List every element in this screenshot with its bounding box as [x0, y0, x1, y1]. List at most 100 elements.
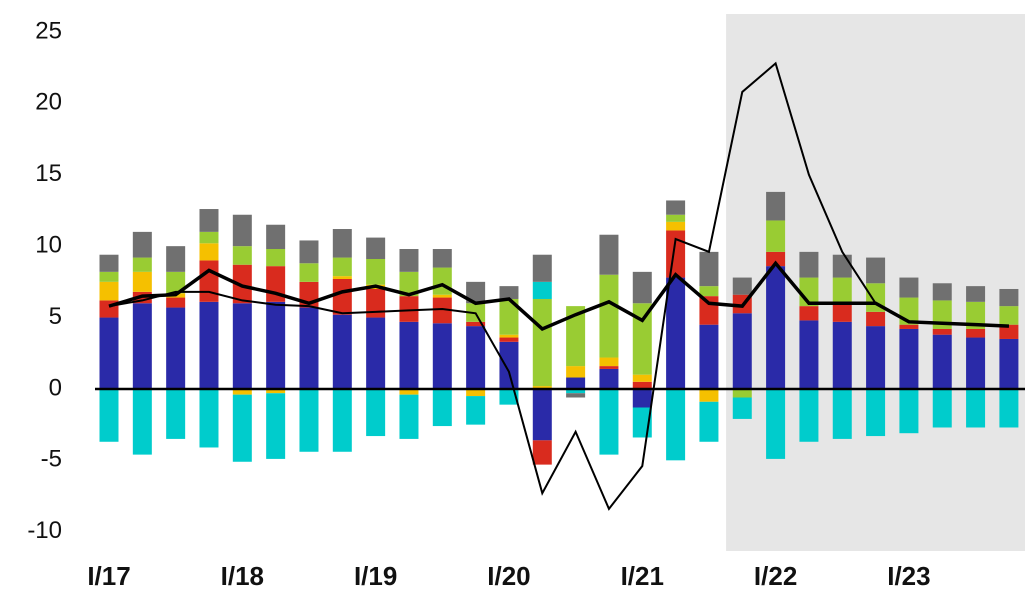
bar-segment — [566, 366, 586, 378]
bar-segment — [966, 337, 986, 389]
bar-segment — [832, 254, 852, 278]
bar-segment — [232, 246, 252, 265]
bar-segment — [899, 328, 919, 389]
bar-segment — [966, 328, 986, 338]
bar-segment — [132, 271, 152, 292]
bar-segment — [699, 286, 719, 297]
bar-segment — [232, 303, 252, 389]
y-tick-label: -10 — [27, 517, 62, 544]
bar-segment — [599, 234, 619, 275]
x-tick-label: I/22 — [754, 561, 797, 591]
bar-segment — [532, 254, 552, 282]
bar-segment — [332, 388, 352, 452]
bar-segment — [699, 296, 719, 325]
bar-segment — [832, 303, 852, 322]
bar-segment — [366, 317, 386, 389]
bar-segment — [766, 251, 786, 267]
x-tick-label: I/19 — [354, 561, 397, 591]
x-tick-label: I/20 — [487, 561, 530, 591]
bar-segment — [199, 260, 219, 302]
y-tick-label: 20 — [35, 89, 62, 116]
bar-segment — [132, 257, 152, 272]
y-tick-label: 0 — [49, 374, 62, 401]
bar-segment — [399, 296, 419, 322]
bar-segment — [699, 388, 719, 402]
bar-segment — [99, 317, 119, 389]
bar-segment — [832, 277, 852, 304]
bar-segment — [432, 294, 452, 298]
y-tick-label: -5 — [41, 446, 62, 473]
bar-segment — [399, 321, 419, 389]
bar-segment — [166, 388, 186, 439]
bar-segment — [999, 288, 1019, 307]
bar-segment — [799, 320, 819, 389]
bar-segment — [566, 306, 586, 367]
bar-segment — [932, 328, 952, 335]
bar-segment — [432, 388, 452, 427]
bar-segment — [699, 324, 719, 389]
bar-segment — [666, 221, 686, 231]
y-tick-label: 10 — [35, 231, 62, 258]
bar-segment — [566, 377, 586, 389]
x-tick-label: I/21 — [621, 561, 664, 591]
bar-segment — [99, 388, 119, 442]
x-tick-label: I/18 — [221, 561, 264, 591]
bar-segment — [866, 388, 886, 437]
bar-segment — [499, 341, 519, 389]
bar-segment — [132, 388, 152, 455]
bar-segment — [532, 388, 552, 441]
bar-segment — [332, 314, 352, 389]
bar-segment — [999, 338, 1019, 389]
bar-segment — [166, 297, 186, 308]
bar-segment — [366, 288, 386, 318]
bar-segment — [932, 388, 952, 428]
line-series — [108, 61, 1009, 511]
bar-segment — [432, 267, 452, 295]
bar-segment — [466, 396, 486, 425]
bar-segment — [732, 277, 752, 295]
bar-segment — [166, 307, 186, 389]
bar-segment — [899, 388, 919, 434]
line-series — [108, 260, 1009, 332]
bar-segment — [332, 229, 352, 258]
bar-segment — [99, 281, 119, 301]
bar-segment — [199, 388, 219, 448]
bar-segment — [599, 357, 619, 367]
bar-segment — [266, 249, 286, 267]
bar-segment — [132, 303, 152, 389]
bar-segment — [799, 251, 819, 278]
bar-segment — [766, 266, 786, 389]
bar-segment — [499, 334, 519, 338]
bar-segment — [766, 191, 786, 221]
bar-segment — [432, 297, 452, 324]
bar-segment — [666, 214, 686, 222]
bar-segment — [832, 388, 852, 439]
bar-segment — [966, 301, 986, 329]
bar-segment — [232, 214, 252, 247]
y-tick-label: 5 — [49, 303, 62, 330]
bar-segment — [666, 200, 686, 215]
bar-segment — [632, 271, 652, 304]
bar-segment — [599, 274, 619, 358]
bar-segment — [366, 259, 386, 285]
bar-segment — [599, 388, 619, 455]
bar-segment — [266, 393, 286, 459]
x-tick-label: I/23 — [887, 561, 930, 591]
bar-segment — [766, 388, 786, 459]
bar-segment — [799, 388, 819, 442]
bar-segment — [632, 388, 652, 408]
y-tick-label: 15 — [35, 160, 62, 187]
bar-segment — [732, 397, 752, 419]
bar-segment — [499, 337, 519, 342]
bar-segment — [299, 307, 319, 389]
bar-segment — [99, 254, 119, 272]
bar-segment — [666, 388, 686, 461]
bar-segment — [332, 278, 352, 315]
bar-segment — [332, 257, 352, 277]
bar-segment — [532, 440, 552, 465]
bar-segment — [566, 388, 586, 394]
bar-segment — [266, 388, 286, 394]
bar-segment — [466, 321, 486, 327]
bar-segment — [732, 388, 752, 398]
